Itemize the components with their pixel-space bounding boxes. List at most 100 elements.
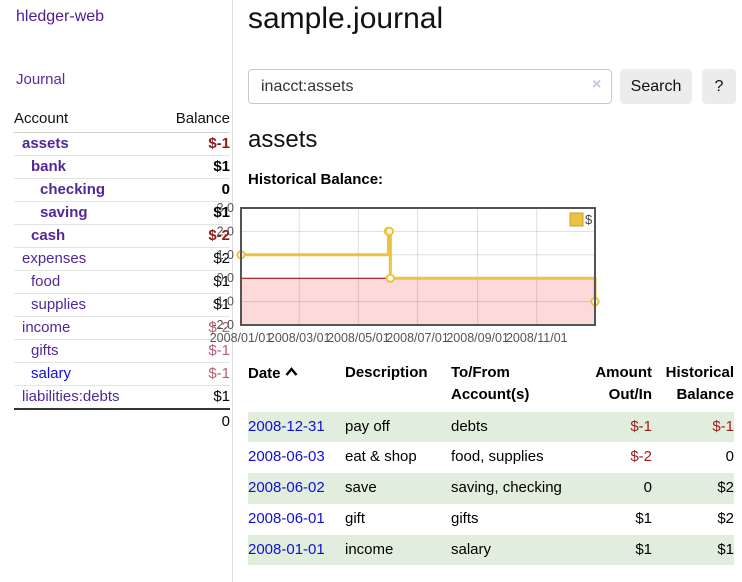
account-row: income $-2 bbox=[14, 316, 230, 340]
register-header-row: Date Description To/From Account(s) Amou… bbox=[248, 360, 734, 412]
svg-text:2.0: 2.0 bbox=[217, 224, 234, 238]
account-row: food $1 bbox=[14, 270, 230, 294]
svg-text:0.0: 0.0 bbox=[217, 271, 234, 285]
account-balance: $1 bbox=[154, 201, 230, 225]
svg-text:-2.0: -2.0 bbox=[212, 318, 234, 332]
register-date: 2008-12-31 bbox=[248, 412, 345, 443]
description-column-header: Description bbox=[345, 364, 428, 381]
register-balance: $-1 bbox=[712, 417, 734, 435]
register-balance: $2 bbox=[717, 479, 734, 496]
register-row[interactable]: 2008-06-02 save saving, checking 0 $2 bbox=[248, 473, 734, 504]
account-link-assets[interactable]: assets bbox=[22, 135, 69, 152]
register-description: save bbox=[345, 479, 377, 496]
register-amount: 0 bbox=[643, 479, 652, 496]
amount-column-header: Amount Out/In bbox=[595, 364, 652, 403]
transaction-date-link[interactable]: 2008-12-31 bbox=[248, 417, 325, 435]
transaction-date-link[interactable]: 2008-01-01 bbox=[248, 540, 325, 558]
register-accounts: salary bbox=[451, 540, 492, 558]
account-link-food[interactable]: food bbox=[31, 273, 61, 290]
svg-text:3.0: 3.0 bbox=[217, 201, 234, 215]
sidebar-item-journal[interactable]: Journal bbox=[16, 71, 66, 88]
account-balance: $-1 bbox=[154, 132, 230, 156]
search-button[interactable]: Search bbox=[620, 69, 692, 104]
accounts-header-row: Account Balance bbox=[14, 106, 230, 133]
register-description: eat & shop bbox=[345, 448, 417, 466]
account-link-bank[interactable]: bank bbox=[31, 158, 67, 175]
account-link-liabilities-debts[interactable]: liabilities:debts bbox=[22, 388, 120, 405]
register-balance: $2 bbox=[717, 509, 734, 527]
svg-text:2008/03/01: 2008/03/01 bbox=[268, 331, 331, 345]
account-row: saving $1 bbox=[14, 201, 230, 225]
account-row: bank $1 bbox=[14, 155, 230, 179]
account-row: salary $-1 bbox=[14, 362, 230, 386]
account-link-checking[interactable]: checking bbox=[40, 181, 106, 198]
account-balance: $1 bbox=[154, 293, 230, 317]
register-date: 2008-01-01 bbox=[248, 535, 345, 566]
account-column-header: Account bbox=[14, 106, 154, 133]
account-balance: $1 bbox=[154, 385, 230, 410]
account-balance: $1 bbox=[154, 155, 230, 179]
register-description: gift bbox=[345, 509, 366, 527]
sort-ascending-icon bbox=[285, 362, 298, 384]
register-row[interactable]: 2008-06-03 eat & shop food, supplies $-2 0 bbox=[248, 442, 734, 473]
account-link-cash[interactable]: cash bbox=[31, 227, 66, 244]
account-link-salary[interactable]: salary bbox=[31, 365, 72, 382]
date-header-label: Date bbox=[248, 365, 281, 382]
register-row[interactable]: 2008-01-01 income salary $1 $1 bbox=[248, 534, 734, 566]
transaction-date-link[interactable]: 2008-06-03 bbox=[248, 448, 325, 466]
account-column-header-main: To/From Account(s) bbox=[451, 364, 530, 403]
legend-series-swatch bbox=[569, 212, 584, 227]
sidebar: hledger-web Journal Account Balance asse… bbox=[0, 0, 233, 582]
accounts-total-row: 0 bbox=[14, 408, 230, 433]
register-amount: $-2 bbox=[630, 448, 652, 466]
svg-text:2008/07/01: 2008/07/01 bbox=[386, 331, 449, 345]
account-link-income[interactable]: income bbox=[22, 319, 71, 336]
register-amount: $-1 bbox=[630, 417, 652, 435]
account-balance: 0 bbox=[154, 178, 230, 202]
account-balance: $-2 bbox=[154, 316, 230, 340]
register-date: 2008-06-02 bbox=[248, 473, 345, 504]
svg-text:2008/11/01: 2008/11/01 bbox=[506, 331, 568, 345]
account-balance: $1 bbox=[154, 270, 230, 294]
register-date: 2008-06-01 bbox=[248, 504, 345, 535]
accounts-tbody: assets $-1 bank $1 checking 0 saving $1 cash $-2 e… bbox=[14, 132, 230, 410]
register-accounts: food, supplies bbox=[451, 448, 544, 466]
accounts-total-balance: 0 bbox=[154, 408, 230, 433]
account-link-expenses[interactable]: expenses bbox=[22, 250, 87, 267]
register-accounts: gifts bbox=[451, 509, 479, 527]
account-balance: $-1 bbox=[154, 362, 230, 386]
account-row: gifts $-1 bbox=[14, 339, 230, 363]
transaction-date-link[interactable]: 2008-06-02 bbox=[248, 479, 325, 496]
register-amount: $1 bbox=[635, 540, 652, 558]
historical-balance-chart: $3.0 2.0 1.0 0.0 -1.0 -2.0 2008/01/01 2008/03/0… bbox=[205, 201, 605, 347]
register-accounts: saving, checking bbox=[451, 479, 562, 496]
register-amount: $1 bbox=[635, 509, 652, 527]
svg-text:2008/09/01: 2008/09/01 bbox=[446, 331, 509, 345]
account-link-saving[interactable]: saving bbox=[40, 204, 88, 221]
register-row[interactable]: 2008-06-01 gift gifts $1 $2 bbox=[248, 504, 734, 535]
register-balance: 0 bbox=[725, 448, 734, 466]
svg-text:2008/01/01: 2008/01/01 bbox=[210, 331, 273, 345]
transaction-date-link[interactable]: 2008-06-01 bbox=[248, 509, 325, 527]
svg-text:$: $ bbox=[585, 212, 593, 227]
page-title: sample.journal bbox=[248, 2, 444, 35]
register-row[interactable]: 2008-12-31 pay off debts $-1 $-1 bbox=[248, 411, 734, 443]
register-balance: $1 bbox=[717, 540, 734, 558]
account-title: assets bbox=[248, 126, 318, 153]
account-row: liabilities:debts $1 bbox=[14, 385, 230, 410]
date-column-header[interactable]: Date bbox=[248, 360, 345, 412]
help-button[interactable]: ? bbox=[702, 69, 736, 104]
app-title-link[interactable]: hledger-web bbox=[16, 8, 105, 25]
register-table: Date Description To/From Account(s) Amou… bbox=[248, 360, 734, 566]
svg-text:1.0: 1.0 bbox=[217, 248, 234, 262]
search-input[interactable] bbox=[248, 69, 612, 104]
clear-search-icon[interactable]: × bbox=[592, 76, 602, 93]
register-date: 2008-06-03 bbox=[248, 442, 345, 473]
accounts-table: Account Balance assets $-1 bank $1 checking 0… bbox=[14, 106, 230, 433]
account-row: assets $-1 bbox=[14, 132, 230, 156]
account-row: cash $-2 bbox=[14, 224, 230, 248]
account-link-supplies[interactable]: supplies bbox=[31, 296, 87, 313]
register-description: pay off bbox=[345, 417, 390, 435]
register-tbody: 2008-12-31 pay off debts $-1 $-1 2008-06-03 ea… bbox=[248, 411, 734, 566]
account-link-gifts[interactable]: gifts bbox=[31, 342, 59, 359]
